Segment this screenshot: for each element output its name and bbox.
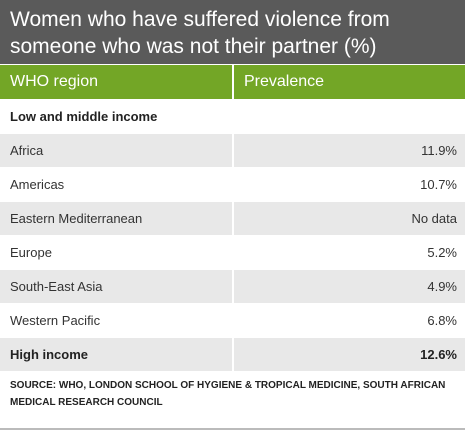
region-cell: South-East Asia [0,270,232,303]
bottom-divider [0,428,465,430]
region-cell: Western Pacific [10,313,101,328]
prevalence-cell: 10.7% [420,177,457,192]
table-row: Eastern Mediterranean No data [0,202,465,235]
prevalence-cell: 4.9% [234,270,465,303]
source-note: SOURCE: WHO, LONDON SCHOOL OF HYGIENE & … [10,380,446,408]
region-cell: Africa [0,134,232,167]
prevalence-cell: 12.6% [234,338,465,371]
prevalence-cell: 11.9% [234,134,465,167]
table-row: Africa 11.9% [0,134,465,167]
prevalence-cell: 5.2% [427,245,457,260]
region-cell: Low and middle income [10,109,158,124]
table-header: WHO region Prevalence [0,65,465,99]
table-row: Americas 10.7% [0,168,465,201]
table-row: Low and middle income [0,100,465,133]
prevalence-cell: No data [234,202,465,235]
table-row: Western Pacific 6.8% [0,304,465,337]
header-prevalence: Prevalence [234,65,465,99]
header-region: WHO region [0,65,232,99]
table-row: Europe 5.2% [0,236,465,269]
region-cell: High income [0,338,232,371]
table-row: South-East Asia 4.9% [0,270,465,303]
region-cell: Europe [10,245,52,260]
chart-title: Women who have suffered violence from so… [10,8,390,58]
prevalence-cell: 6.8% [427,313,457,328]
prevalence-cell [234,100,465,133]
region-cell: Americas [10,177,65,192]
table-row: High income 12.6% [0,338,465,371]
region-cell: Eastern Mediterranean [0,202,232,235]
title-bar: Women who have suffered violence from so… [0,0,465,64]
